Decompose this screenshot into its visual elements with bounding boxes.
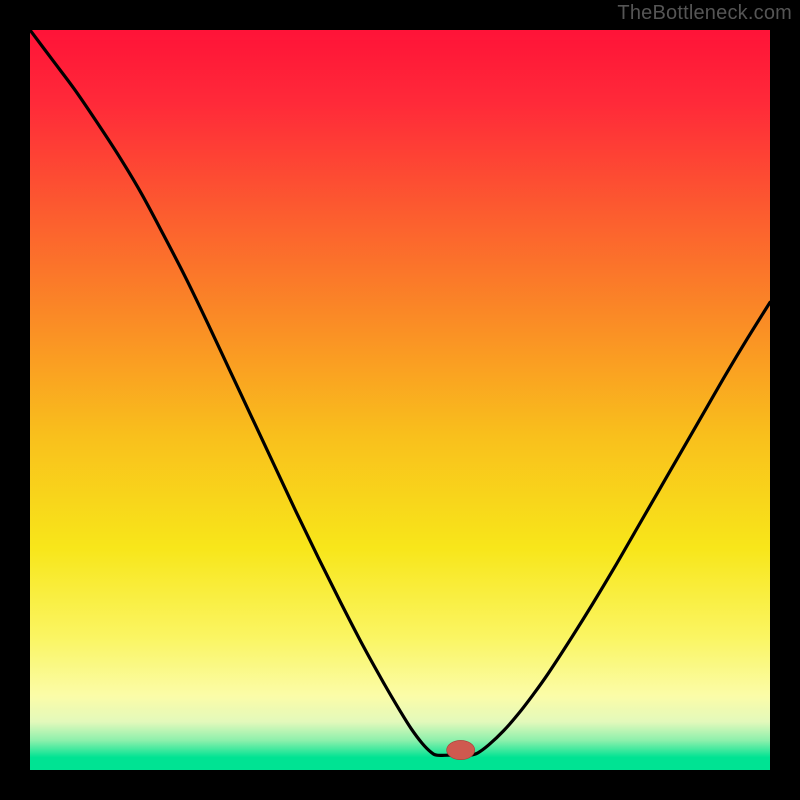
min-marker: [447, 740, 475, 759]
chart-svg: [30, 30, 770, 770]
watermark-text: TheBottleneck.com: [617, 2, 792, 25]
chart-background: [30, 30, 770, 770]
chart-container: TheBottleneck.com: [0, 0, 800, 800]
plot-area: [30, 30, 770, 770]
